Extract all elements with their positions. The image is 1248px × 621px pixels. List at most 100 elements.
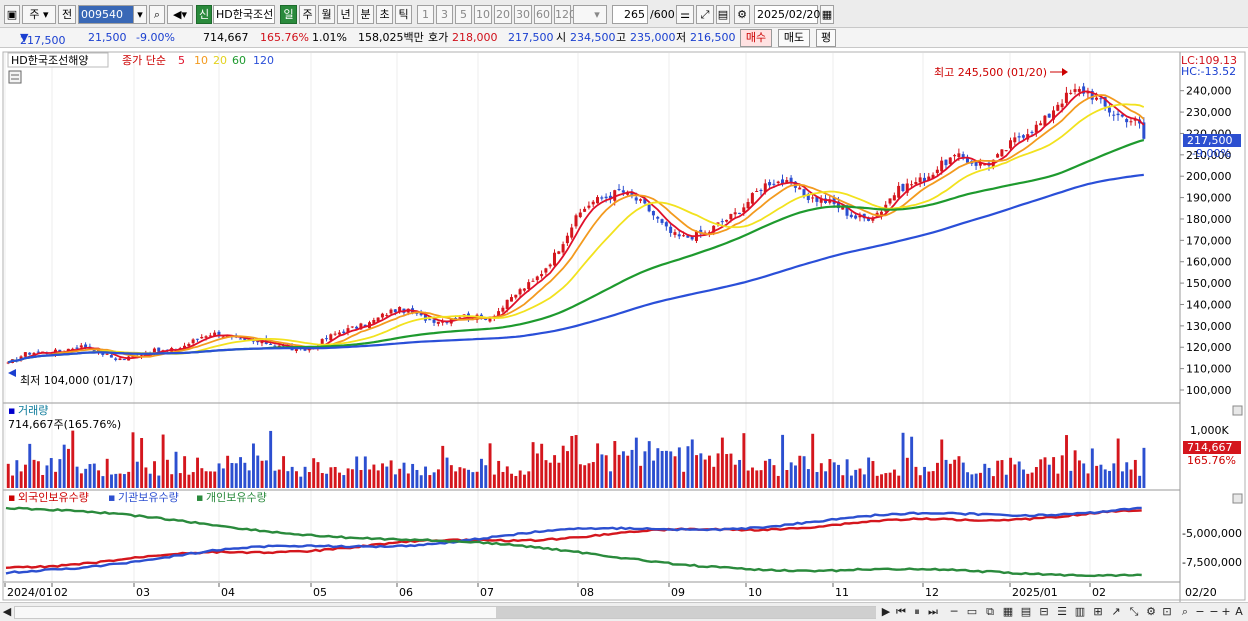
fib-tool-icon[interactable]: ⤡ [1129, 605, 1139, 618]
volume-bar [664, 450, 668, 488]
list-tool-icon[interactable]: ☰ [1057, 605, 1067, 618]
zoom-out-icon[interactable]: − [1195, 605, 1205, 618]
volume-bar [333, 466, 337, 488]
scroll-pause-icon[interactable]: ⏸ [914, 605, 920, 618]
tab-period-day[interactable]: 일 [280, 5, 297, 24]
interval-20[interactable]: 20 [494, 5, 512, 24]
speaker-icon[interactable]: ◀▾ [167, 5, 193, 24]
interval-5[interactable]: 5 [455, 5, 472, 24]
tab-period-tick[interactable]: 틱 [395, 5, 412, 24]
zoom-icon[interactable]: ⌕ [1181, 605, 1189, 618]
volume-bar [561, 445, 565, 488]
volume-bar [140, 438, 144, 488]
grid-tool-icon[interactable]: ▦ [1002, 605, 1014, 618]
chart-type-icon[interactable]: ⚌ [676, 5, 694, 24]
ruler-icon[interactable]: ⊡ [1162, 605, 1172, 618]
calendar-icon[interactable]: ▦ [820, 5, 834, 24]
volume-bar [905, 457, 909, 488]
volume-bar [518, 470, 522, 488]
copy-tool-icon[interactable]: ⧉ [986, 605, 994, 618]
scroll-left-icon[interactable]: ◀ [2, 605, 12, 618]
candle-body [1039, 123, 1043, 126]
chart-tool-icon[interactable]: ▥ [1074, 605, 1086, 618]
save-icon[interactable]: ▤ [716, 5, 730, 24]
chart-area[interactable]: HD한국조선해양 종가 단순 5 10 20 60 120 최고 245,500… [0, 50, 1248, 602]
stock-code-input[interactable]: 009540 [78, 5, 138, 24]
volume-pane-close-icon[interactable] [1232, 405, 1243, 416]
candle-body [423, 314, 427, 321]
volume-bar [845, 459, 849, 488]
ma-5-label: 5 [178, 54, 185, 67]
count-input[interactable]: 265 [612, 5, 648, 24]
zoom-in-icon[interactable]: + [1221, 605, 1231, 618]
candle-body [380, 313, 384, 318]
interval-custom-select[interactable]: ▾ [573, 5, 607, 24]
line-tool-icon[interactable]: ─ [950, 605, 958, 618]
volume-bar [759, 470, 763, 488]
period-select[interactable]: 주 ▾ [22, 5, 56, 24]
scroll-right-icon[interactable]: ▶ [881, 605, 891, 618]
volume-bar [643, 451, 647, 488]
volume-bar [699, 453, 703, 488]
interval-3[interactable]: 3 [436, 5, 453, 24]
scroll-end-icon[interactable]: ⏭ [928, 605, 938, 618]
minus-icon[interactable]: − [1209, 605, 1219, 618]
volume-bar [183, 456, 187, 488]
volume-bar [342, 475, 346, 488]
window-icon[interactable]: ▣ [4, 5, 20, 24]
candle-body [574, 215, 578, 227]
candle-body [84, 344, 88, 348]
search-icon[interactable]: ⌕ [149, 5, 165, 24]
interval-120[interactable]: 120 [554, 5, 576, 24]
interval-1[interactable]: 1 [417, 5, 434, 24]
candle-body [75, 347, 79, 349]
settings-gear-icon[interactable]: ⚙ [1146, 605, 1156, 618]
status-bar: ◀ ▶ ⏮ ⏸ ⏭ ─ ▭ ⧉ ▦ ▤ ⊟ ☰ ▥ ⊞ ↗ ⤡ ⚙ ⊡ ⌕ − … [0, 602, 1248, 621]
price-y-tick-label: 190,000 [1186, 192, 1232, 205]
interval-30[interactable]: 30 [514, 5, 532, 24]
scrollbar-thumb[interactable] [496, 607, 876, 618]
date-input[interactable]: 2025/02/20 [754, 5, 820, 24]
volume-bar [191, 472, 195, 488]
interval-10[interactable]: 10 [474, 5, 492, 24]
current-price-tag-pct: -9.00% [1192, 147, 1231, 160]
table-toggle-icon[interactable] [8, 70, 22, 84]
table-tool-icon[interactable]: ▤ [1020, 605, 1032, 618]
settings-gear-icon[interactable]: ⚙ [734, 5, 750, 24]
candle-body [918, 177, 922, 183]
ma-title: 종가 단순 [122, 54, 166, 67]
compare-tool-icon[interactable]: ⊞ [1093, 605, 1103, 618]
tab-period-week[interactable]: 주 [299, 5, 316, 24]
volume-bar [428, 475, 432, 488]
volume-bar [510, 473, 514, 488]
candle-body [398, 306, 402, 313]
scroll-start-icon[interactable]: ⏮ [896, 605, 906, 618]
buy-button[interactable]: 매수 [740, 29, 772, 47]
period-tool-icon[interactable]: ⊟ [1039, 605, 1049, 618]
font-size-icon[interactable]: A [1235, 605, 1243, 618]
tab-period-month[interactable]: 월 [318, 5, 335, 24]
stock-name-field[interactable]: HD한국조선 [213, 5, 275, 24]
trend-tool-icon[interactable]: ↗ [1111, 605, 1121, 618]
volume-bar [626, 455, 630, 488]
volume-bar [570, 435, 574, 488]
trend-tool-icon[interactable]: ⤢ [696, 5, 714, 24]
volume-bar [307, 472, 311, 488]
tab-period-year[interactable]: 년 [337, 5, 354, 24]
tab-period-minute[interactable]: 분 [357, 5, 374, 24]
volume-bar [135, 461, 139, 488]
box-tool-icon[interactable]: ▭ [966, 605, 978, 618]
open-label: 시 [556, 31, 567, 44]
volume-bar [514, 475, 518, 488]
holding-pane-close-icon[interactable] [1232, 493, 1243, 504]
code-dropdown-icon[interactable]: ▾ [133, 5, 147, 24]
volume-bar [467, 469, 471, 488]
new-badge[interactable]: 신 [196, 5, 212, 24]
tab-period-second[interactable]: 초 [376, 5, 393, 24]
sell-button[interactable]: 매도 [778, 29, 810, 47]
eval-button[interactable]: 평 [816, 29, 836, 47]
volume-bar [660, 450, 664, 488]
candle-body [647, 204, 651, 212]
interval-60[interactable]: 60 [534, 5, 552, 24]
prev-button[interactable]: 전 [58, 5, 76, 24]
